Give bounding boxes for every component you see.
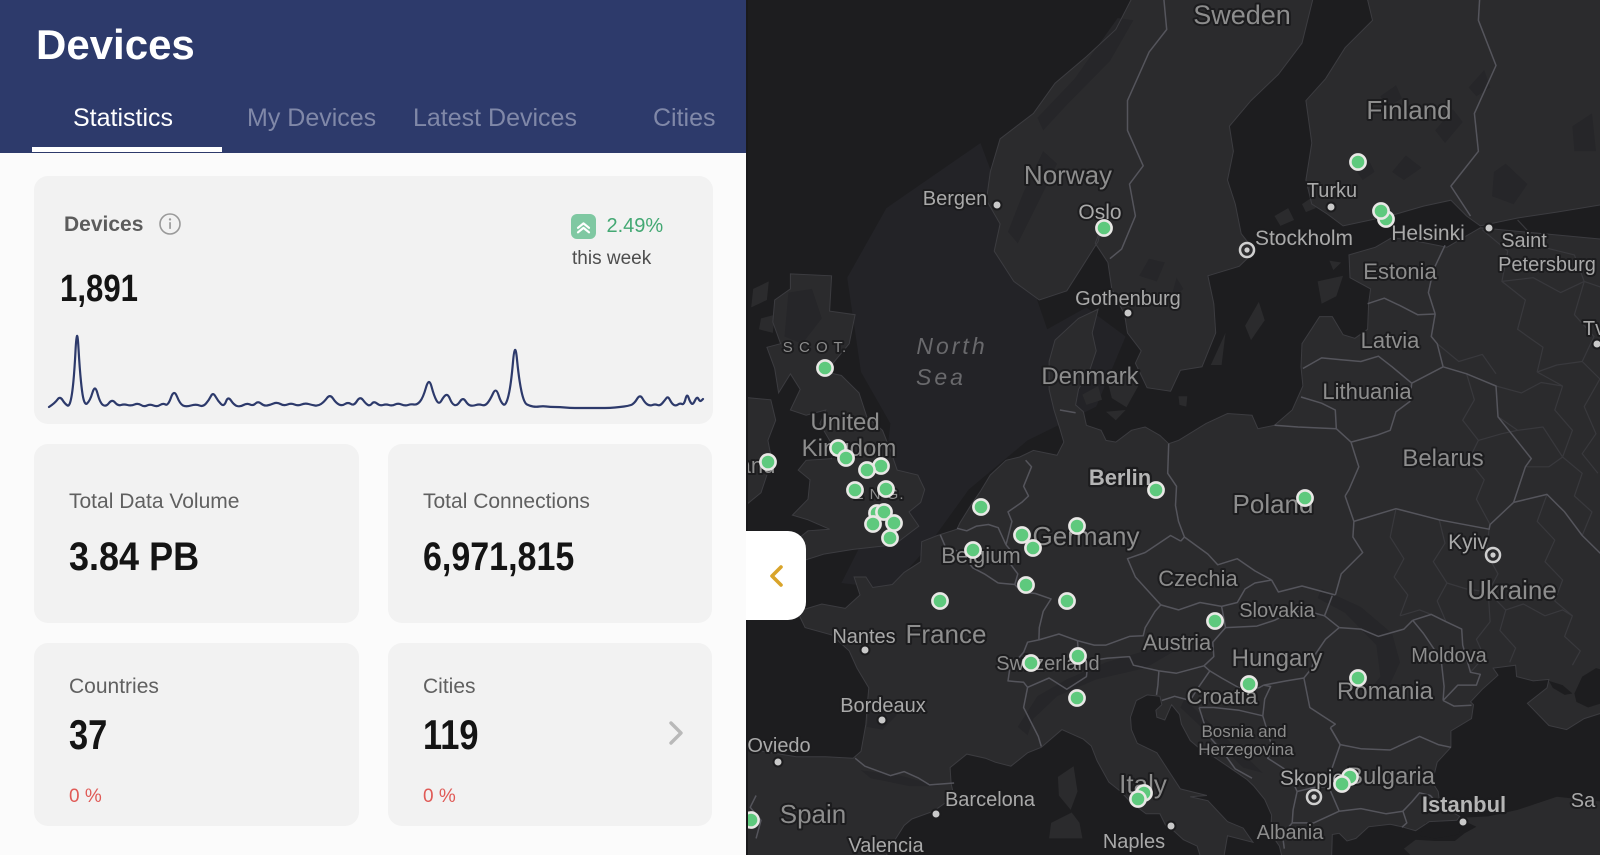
- svg-text:France: France: [906, 619, 987, 649]
- svg-text:Austria: Austria: [1143, 630, 1212, 655]
- svg-text:Saint: Saint: [1501, 230, 1547, 252]
- svg-text:Hungary: Hungary: [1232, 645, 1323, 672]
- svg-text:Belarus: Belarus: [1402, 445, 1483, 472]
- svg-text:Istanbul: Istanbul: [1422, 792, 1506, 817]
- svg-text:Lithuania: Lithuania: [1322, 379, 1412, 404]
- svg-text:Tv: Tv: [1583, 318, 1600, 340]
- svg-text:Sea: Sea: [916, 364, 966, 390]
- svg-text:North: North: [916, 333, 987, 359]
- svg-text:Kyiv: Kyiv: [1448, 531, 1488, 554]
- svg-text:Valencia: Valencia: [848, 835, 924, 855]
- svg-text:Ukraine: Ukraine: [1467, 575, 1557, 605]
- svg-text:Gothenburg: Gothenburg: [1075, 288, 1181, 310]
- svg-text:Moldova: Moldova: [1411, 645, 1487, 667]
- svg-text:Bosnia and: Bosnia and: [1201, 722, 1286, 741]
- svg-text:Naples: Naples: [1103, 831, 1165, 853]
- svg-text:Bulgaria: Bulgaria: [1347, 763, 1436, 790]
- svg-text:Denmark: Denmark: [1041, 363, 1139, 390]
- svg-text:Slovakia: Slovakia: [1239, 600, 1315, 622]
- svg-text:Berlin: Berlin: [1089, 465, 1151, 490]
- svg-text:Latvia: Latvia: [1361, 328, 1420, 353]
- svg-text:Oviedo: Oviedo: [747, 735, 810, 757]
- svg-text:Herzegovina: Herzegovina: [1198, 740, 1294, 759]
- svg-text:Germany: Germany: [1033, 521, 1140, 551]
- svg-text:Estonia: Estonia: [1363, 259, 1437, 284]
- svg-text:Helsinki: Helsinki: [1391, 222, 1465, 245]
- svg-text:Norway: Norway: [1024, 160, 1112, 190]
- svg-text:Sa: Sa: [1571, 790, 1596, 812]
- svg-text:Bordeaux: Bordeaux: [840, 695, 926, 717]
- svg-text:Barcelona: Barcelona: [945, 789, 1036, 811]
- svg-text:Finland: Finland: [1366, 95, 1451, 125]
- svg-text:Petersburg: Petersburg: [1498, 254, 1596, 276]
- svg-text:Turku: Turku: [1307, 180, 1357, 202]
- svg-text:Stockholm: Stockholm: [1255, 227, 1353, 250]
- svg-text:Croatia: Croatia: [1187, 684, 1259, 709]
- svg-text:Albania: Albania: [1257, 822, 1325, 844]
- svg-text:Sweden: Sweden: [1193, 0, 1291, 30]
- svg-text:United: United: [810, 409, 879, 436]
- svg-text:Czechia: Czechia: [1158, 566, 1238, 591]
- svg-text:S C O T.: S C O T.: [783, 339, 847, 356]
- svg-text:Spain: Spain: [780, 799, 847, 829]
- svg-text:Bergen: Bergen: [923, 188, 988, 210]
